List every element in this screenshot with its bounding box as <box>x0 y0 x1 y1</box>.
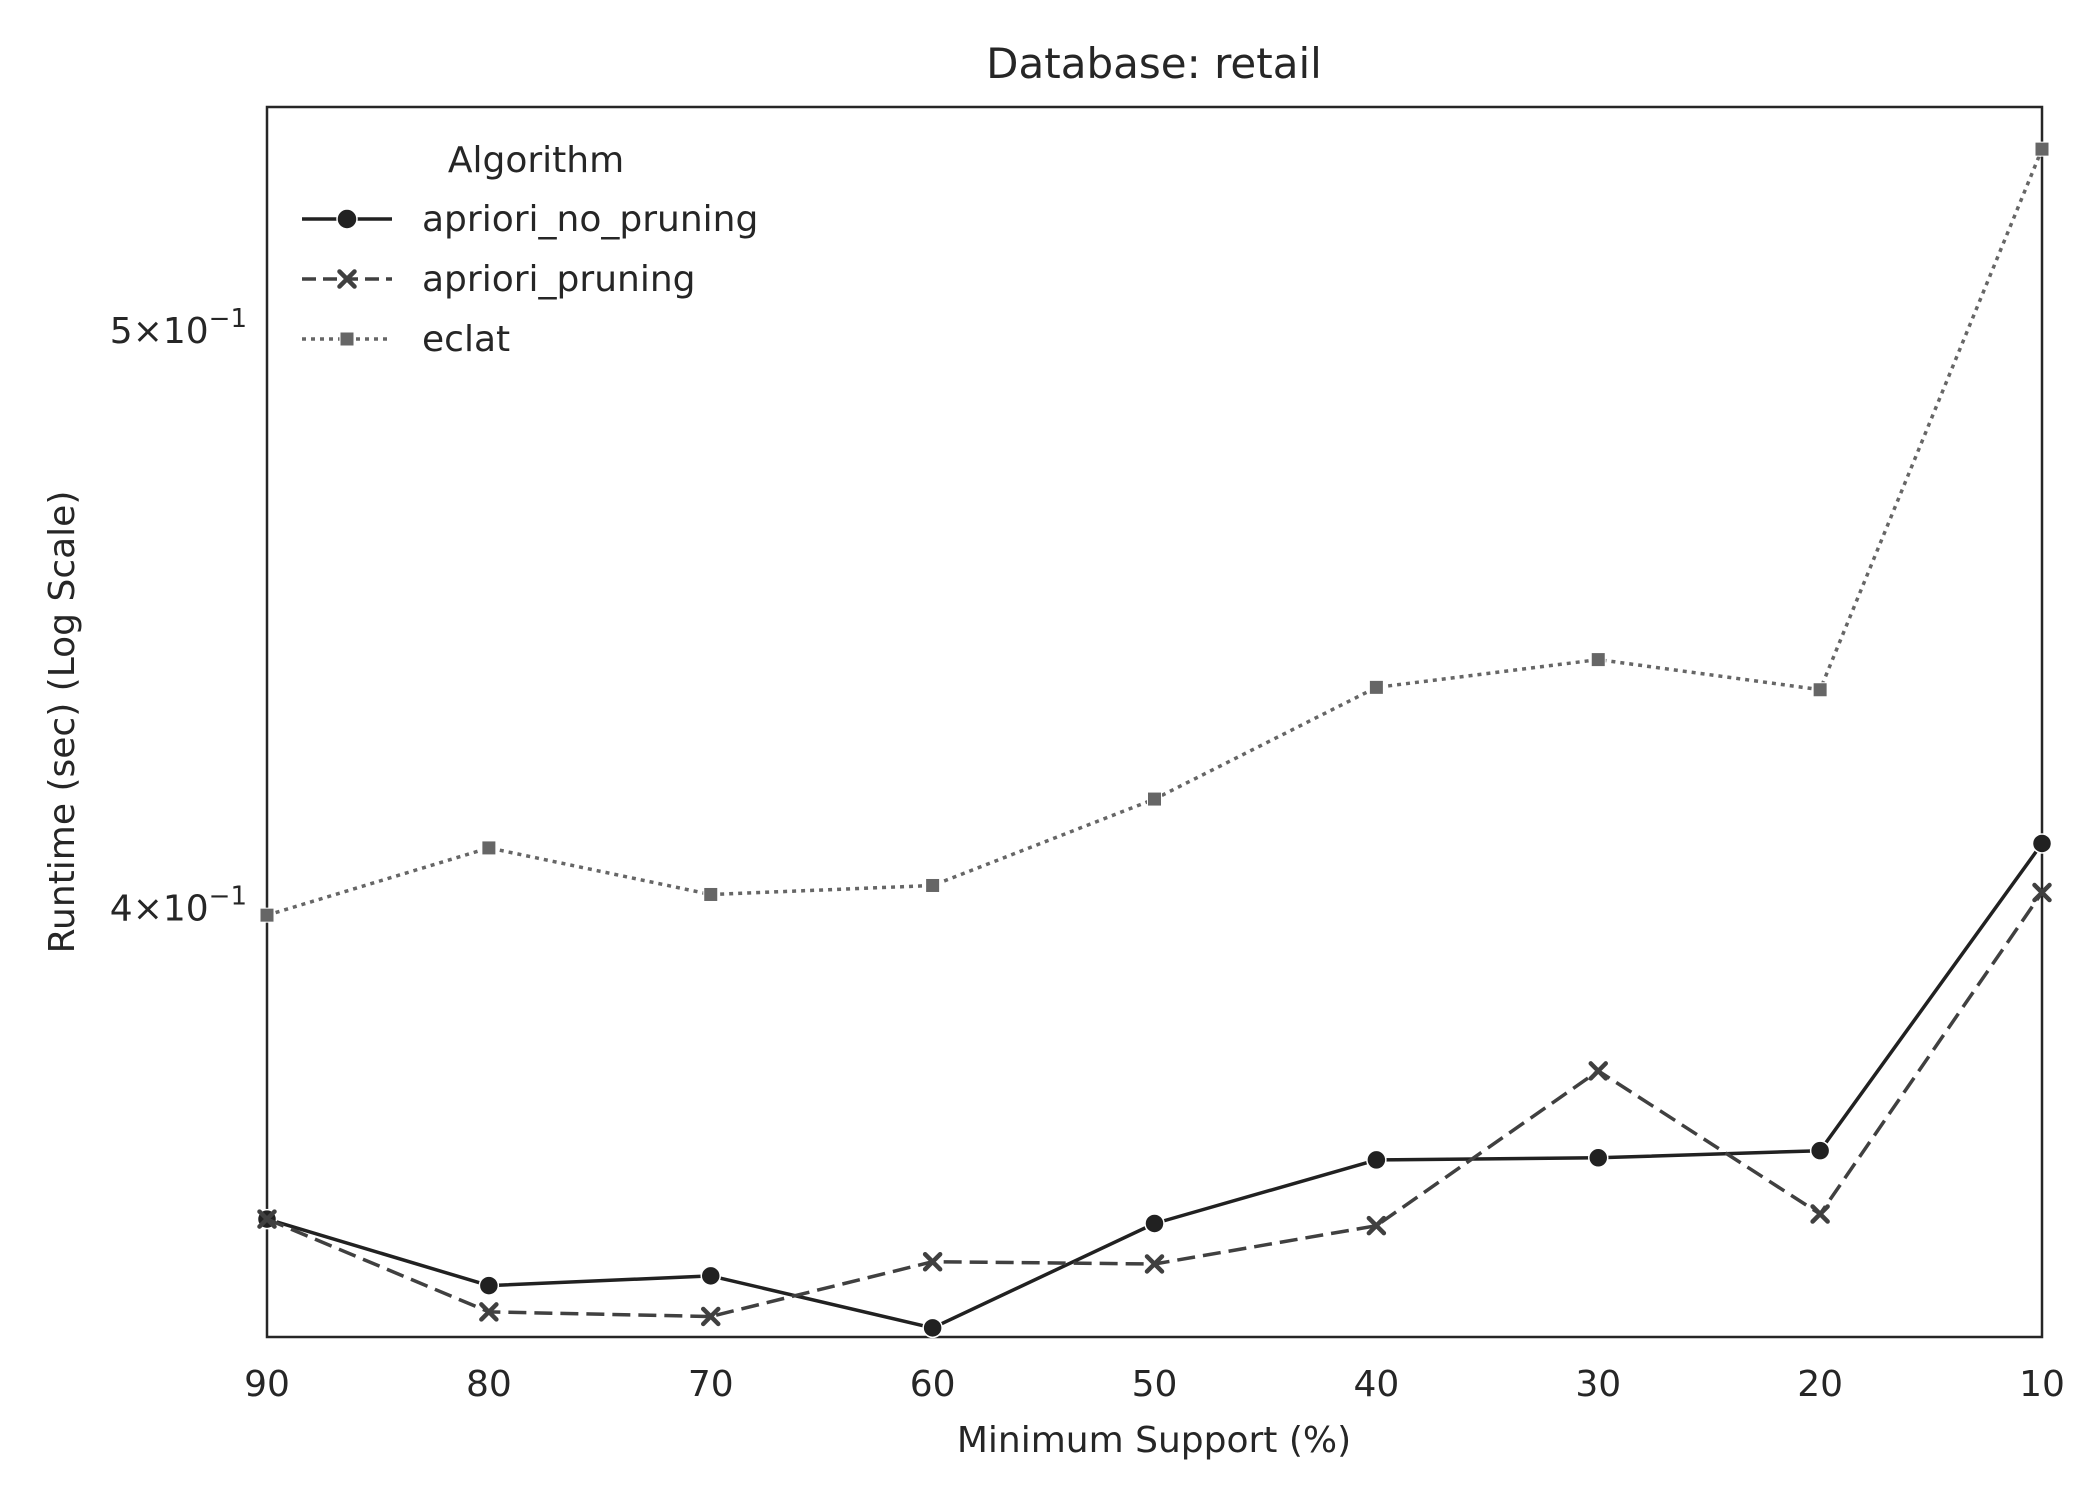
square-marker <box>339 331 355 347</box>
legend-item-apriori-pruning: apriori_pruning <box>302 259 696 300</box>
series-eclat <box>259 141 2050 923</box>
x-tick-label: 80 <box>466 1364 512 1405</box>
y-tick-label: 4×10−1 <box>110 882 247 930</box>
square-marker <box>1812 682 1828 698</box>
legend-item-eclat: eclat <box>302 319 510 360</box>
square-marker <box>1590 652 1606 668</box>
y-axis-ticks: 5×10−14×10−1 <box>110 304 247 930</box>
y-tick-label: 5×10−1 <box>110 304 247 352</box>
y-tick-base: ×10 <box>133 889 209 930</box>
series-apriori-pruning <box>257 882 2052 1327</box>
x-axis-ticks: 90 80 70 60 50 40 30 20 10 <box>244 1364 2065 1405</box>
legend-item-apriori-no-pruning: apriori_no_pruning <box>302 199 758 240</box>
x-marker <box>337 269 357 289</box>
x-marker <box>701 1306 721 1327</box>
x-tick-label: 30 <box>1575 1364 1621 1405</box>
square-marker <box>703 886 719 902</box>
square-marker <box>1368 679 1384 695</box>
legend-label: apriori_no_pruning <box>422 199 758 240</box>
y-axis-label: Runtime (sec) (Log Scale) <box>42 491 83 954</box>
x-tick-label: 50 <box>1132 1364 1178 1405</box>
circle-marker <box>478 1275 500 1296</box>
legend-title: Algorithm <box>448 140 624 181</box>
x-marker <box>1366 1215 1387 1236</box>
x-tick-label: 70 <box>688 1364 734 1405</box>
x-marker <box>2032 882 2052 903</box>
x-tick-label: 20 <box>1797 1364 1843 1405</box>
x-tick-label: 40 <box>1353 1364 1399 1405</box>
circle-marker <box>1366 1149 1387 1171</box>
x-tick-label: 90 <box>244 1364 290 1405</box>
y-tick-mantissa: 4 <box>110 889 133 930</box>
x-marker <box>1588 1061 1608 1081</box>
legend-label: apriori_pruning <box>422 259 696 300</box>
plot-frame <box>265 105 2044 1339</box>
circle-marker <box>700 1265 721 1287</box>
square-marker <box>259 907 275 923</box>
square-marker <box>481 840 497 856</box>
legend: Algorithm apriori_no_pruning apriori_prun… <box>302 140 758 360</box>
square-marker <box>2034 141 2050 157</box>
square-marker <box>925 877 941 893</box>
x-marker <box>479 1302 499 1322</box>
y-tick-mantissa: 5 <box>110 311 133 352</box>
x-marker <box>257 1209 277 1229</box>
y-tick-base: ×10 <box>133 311 209 352</box>
x-marker <box>1144 1254 1165 1274</box>
circle-marker <box>1809 1140 1831 1161</box>
legend-label: eclat <box>422 319 510 360</box>
circle-marker <box>1588 1147 1609 1169</box>
x-tick-label: 60 <box>910 1364 956 1405</box>
x-axis-label: Minimum Support (%) <box>957 1420 1351 1461</box>
series-layer <box>256 141 2053 1339</box>
circle-marker <box>336 208 358 230</box>
circle-marker <box>2031 833 2053 854</box>
y-tick-exponent: −1 <box>209 304 247 334</box>
x-marker <box>1810 1204 1830 1224</box>
square-marker <box>1147 791 1162 807</box>
circle-marker <box>1144 1213 1165 1234</box>
x-marker <box>922 1251 943 1272</box>
circle-marker <box>922 1317 943 1339</box>
chart-title: Database: retail <box>986 39 1322 88</box>
x-tick-label: 10 <box>2019 1364 2065 1405</box>
y-tick-exponent: −1 <box>209 882 247 912</box>
